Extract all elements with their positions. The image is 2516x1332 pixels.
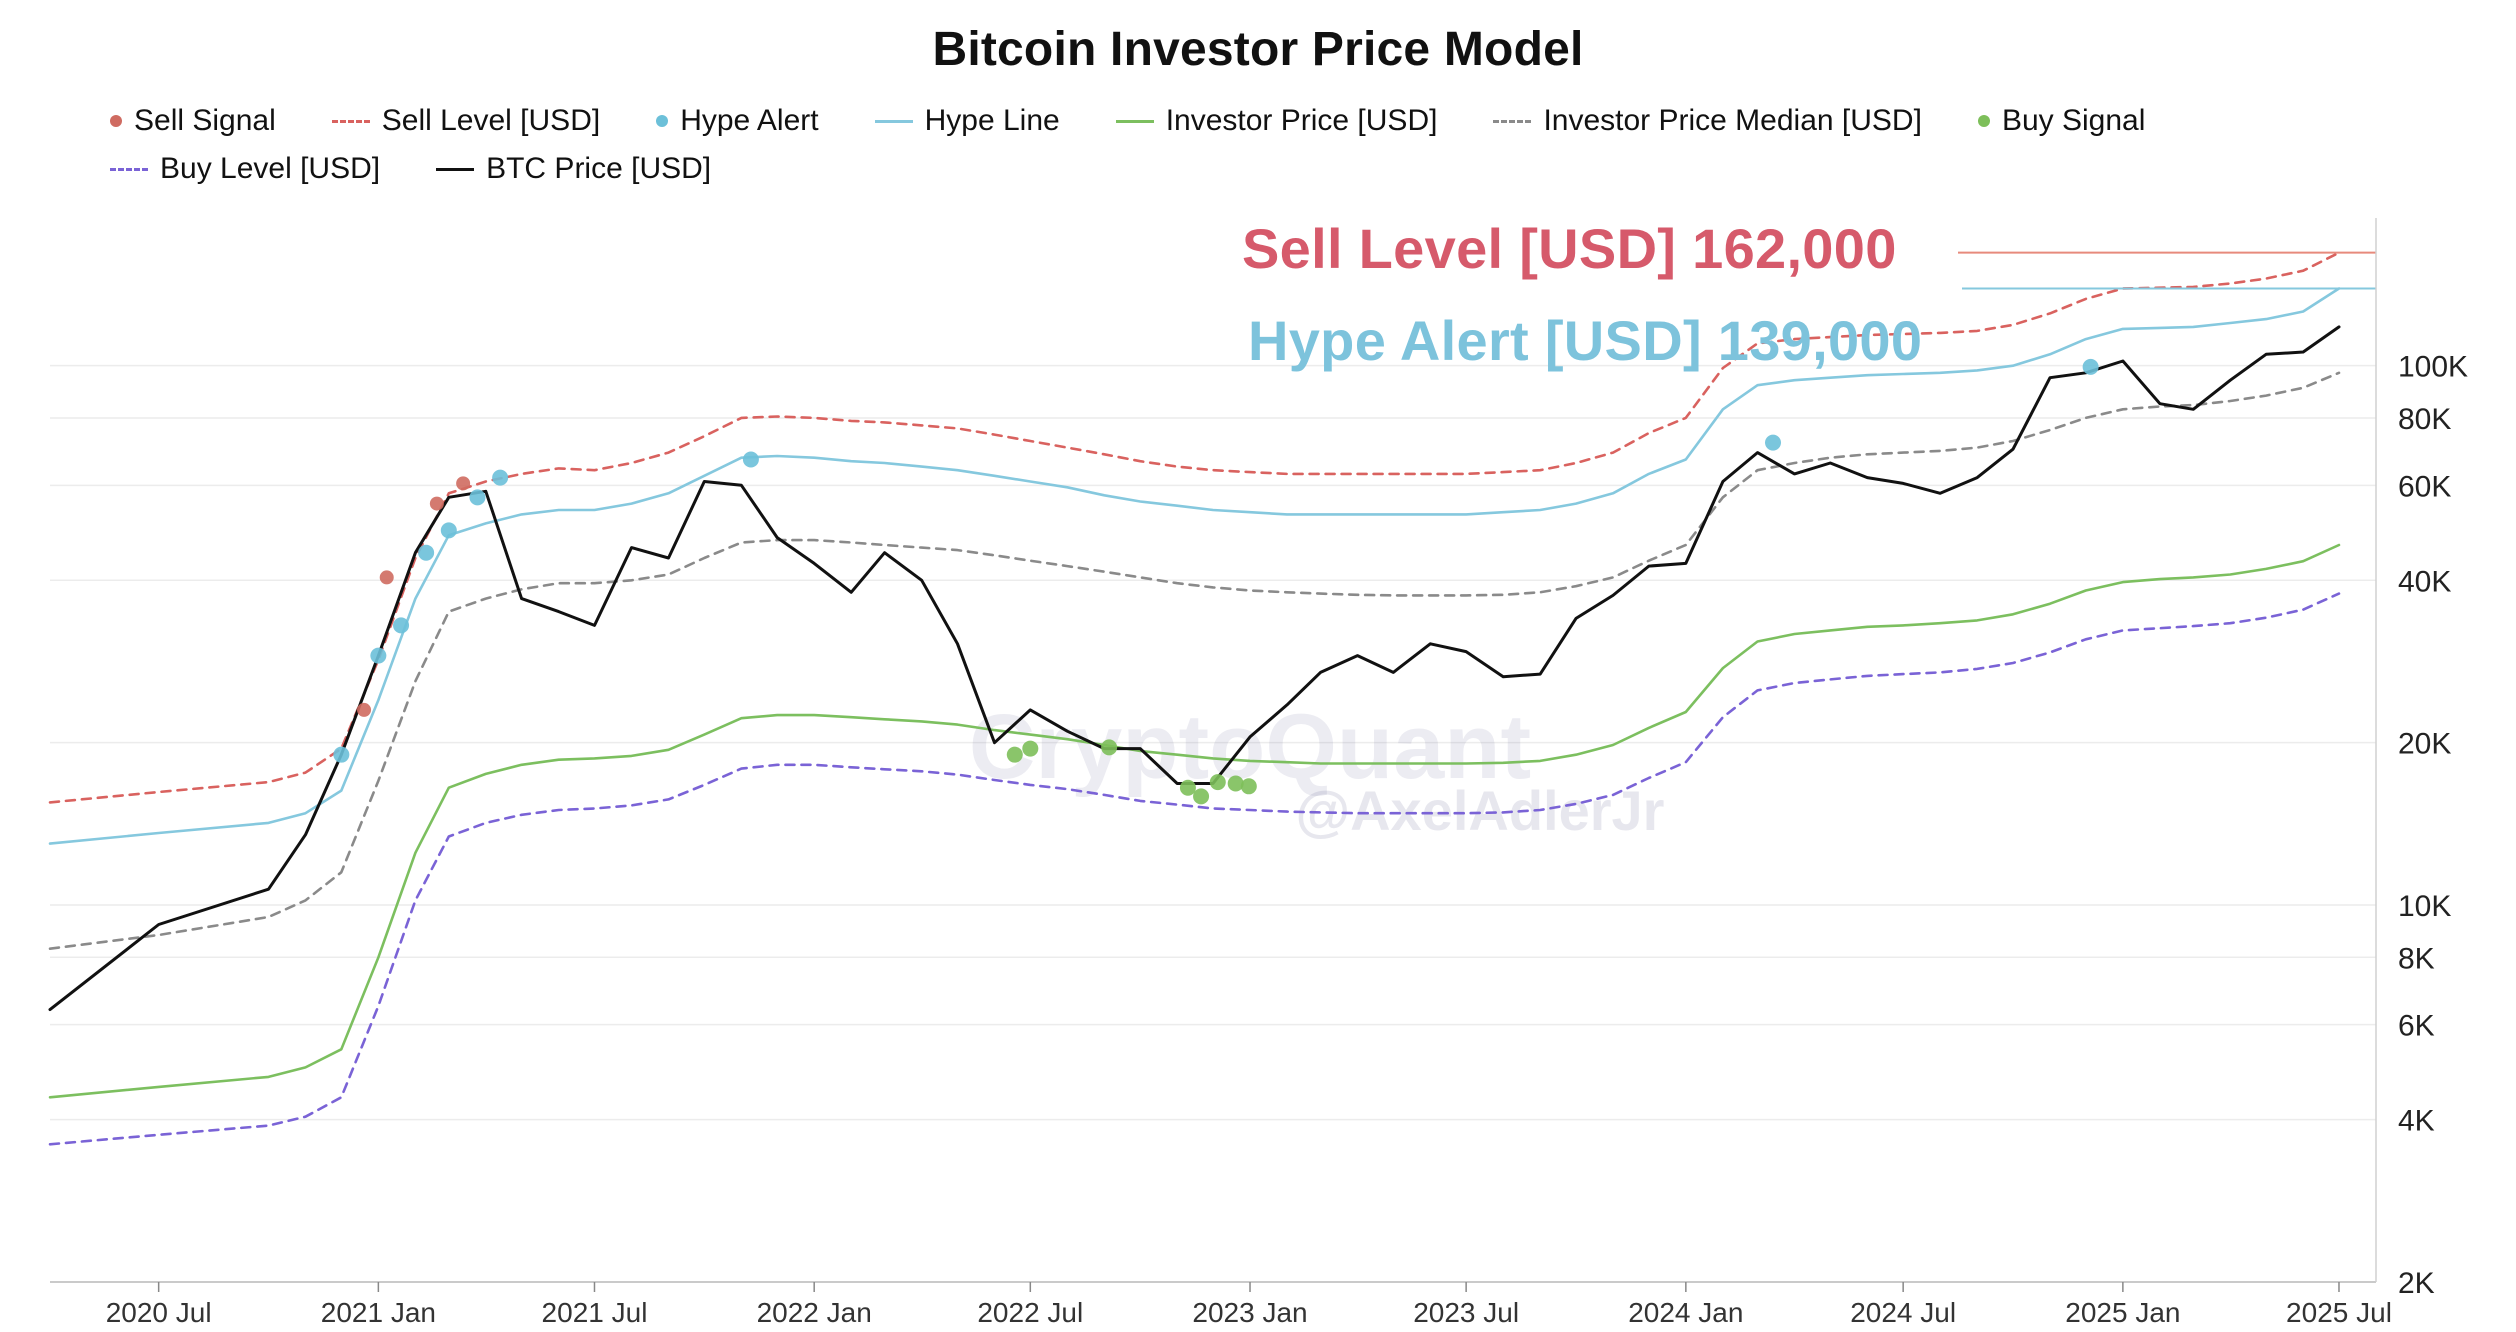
buy-signal-point <box>1022 740 1039 757</box>
legend-label: Investor Price Median [USD] <box>1543 104 1922 137</box>
x-tick-label: 2020 Jul <box>106 1297 212 1328</box>
y-tick-label: 100K <box>2398 351 2468 384</box>
legend-item-btc-price[interactable]: BTC Price [USD] <box>436 152 711 186</box>
y-tick-label: 2K <box>2398 1267 2435 1300</box>
x-tick-label: 2022 Jul <box>977 1297 1083 1328</box>
x-tick-label: 2025 Jan <box>2065 1297 2180 1328</box>
sell-signal-point <box>357 702 372 717</box>
legend-item-sell-signal[interactable]: Sell Signal <box>110 104 276 138</box>
legend-label: Sell Level [USD] <box>381 104 601 137</box>
y-tick-label: 10K <box>2398 890 2451 923</box>
hype-alert-point <box>2082 358 2099 375</box>
legend-item-hype-alert[interactable]: Hype Alert <box>656 104 819 138</box>
legend-swatch-dash <box>1493 119 1532 123</box>
legend-swatch-dash <box>331 119 370 123</box>
hype-alert-point <box>393 617 410 634</box>
watermark-author: @AxelAdlerJr <box>1296 779 1665 842</box>
series-line-buy-level <box>48 592 2341 1146</box>
x-tick-label: 2022 Jan <box>757 1297 872 1328</box>
y-tick-label: 6K <box>2398 1010 2435 1043</box>
legend-item-investor-price-median[interactable]: Investor Price Median [USD] <box>1493 104 1922 138</box>
hype-alert-point <box>418 544 435 561</box>
legend-label: BTC Price [USD] <box>486 152 712 185</box>
buy-signal-point <box>1209 774 1226 791</box>
legend-label: Buy Level [USD] <box>160 152 381 185</box>
legend-item-hype-line[interactable]: Hype Line <box>874 104 1060 138</box>
legend-swatch-dot <box>1977 115 1990 127</box>
signals-layer <box>333 358 2099 805</box>
series-layer <box>48 251 2341 1146</box>
legend-label: Sell Signal <box>134 104 276 137</box>
sell-signal-point <box>456 476 471 491</box>
y-tick-label: 80K <box>2398 403 2451 436</box>
legend-swatch-dot <box>110 115 122 127</box>
buy-signal-point <box>1179 779 1196 796</box>
legend-swatch-line <box>436 167 475 171</box>
buy-signal-point <box>1227 775 1244 792</box>
x-tick-label: 2023 Jul <box>1413 1297 1519 1328</box>
legend-label: Hype Line <box>924 104 1060 137</box>
chart-legend: Sell Signal Sell Level [USD] Hype Alert … <box>110 104 2440 186</box>
y-tick-label: 8K <box>2398 942 2435 975</box>
buy-signal-point <box>1101 739 1118 756</box>
buy-signal-point <box>1240 778 1257 795</box>
sell-signal-point <box>379 570 394 585</box>
series-line-btc-price <box>48 325 2341 1012</box>
y-tick-label: 40K <box>2398 565 2451 598</box>
hype-alert-point <box>1765 434 1782 451</box>
legend-label: Investor Price [USD] <box>1165 104 1438 137</box>
hype-alert-callout: Hype Alert [USD] 139,000 <box>1248 309 1923 372</box>
hype-alert-point <box>333 746 350 763</box>
legend-item-buy-signal[interactable]: Buy Signal <box>1977 104 2146 138</box>
callout-lines <box>1958 251 2376 290</box>
legend-label: Hype Alert <box>680 104 819 137</box>
legend-swatch-dot <box>656 115 669 127</box>
buy-signal-point <box>1193 788 1210 805</box>
legend-swatch-dash <box>110 167 148 171</box>
hype-alert-point <box>742 451 759 468</box>
x-tick-label: 2024 Jan <box>1628 1297 1743 1328</box>
legend-item-investor-price[interactable]: Investor Price [USD] <box>1115 104 1438 138</box>
x-tick-label: 2023 Jan <box>1192 1297 1307 1328</box>
watermark: CryptoQuant @AxelAdlerJr <box>969 696 1665 842</box>
grid-lines <box>50 364 2376 1283</box>
hype-alert-point <box>440 522 457 539</box>
sell-signal-point <box>429 496 444 511</box>
x-tick-label: 2024 Jul <box>1850 1297 1956 1328</box>
buy-signal-point <box>1006 746 1023 763</box>
legend-label: Buy Signal <box>2001 104 2146 137</box>
page-title: Bitcoin Investor Price Model <box>932 23 1584 76</box>
legend-item-buy-level[interactable]: Buy Level [USD] <box>110 152 380 186</box>
hype-alert-point <box>492 469 509 486</box>
hype-alert-point <box>370 647 387 664</box>
x-tick-label: 2021 Jan <box>321 1297 436 1328</box>
hype-alert-point <box>469 489 486 506</box>
y-tick-label: 20K <box>2398 728 2451 761</box>
legend-swatch-line <box>1115 119 1154 123</box>
y-tick-label: 60K <box>2398 470 2451 503</box>
x-tick-label: 2025 Jul <box>2286 1297 2392 1328</box>
series-line-investor-price-median <box>48 371 2341 951</box>
series-line-hype-line <box>48 287 2341 845</box>
axes: 2K 4K 6K 8K 10K 20K 40K 60K 80K 100K 2020 Jul 2021 … <box>50 218 2468 1328</box>
x-tick-label: 2021 Jul <box>542 1297 648 1328</box>
y-tick-label: 4K <box>2398 1105 2435 1138</box>
legend-item-sell-level[interactable]: Sell Level [USD] <box>331 104 601 138</box>
series-line-sell-level <box>48 251 2341 804</box>
series-line-investor-price <box>48 543 2341 1099</box>
sell-level-callout: Sell Level [USD] 162,000 <box>1242 217 1897 280</box>
legend-swatch-line <box>874 119 913 123</box>
